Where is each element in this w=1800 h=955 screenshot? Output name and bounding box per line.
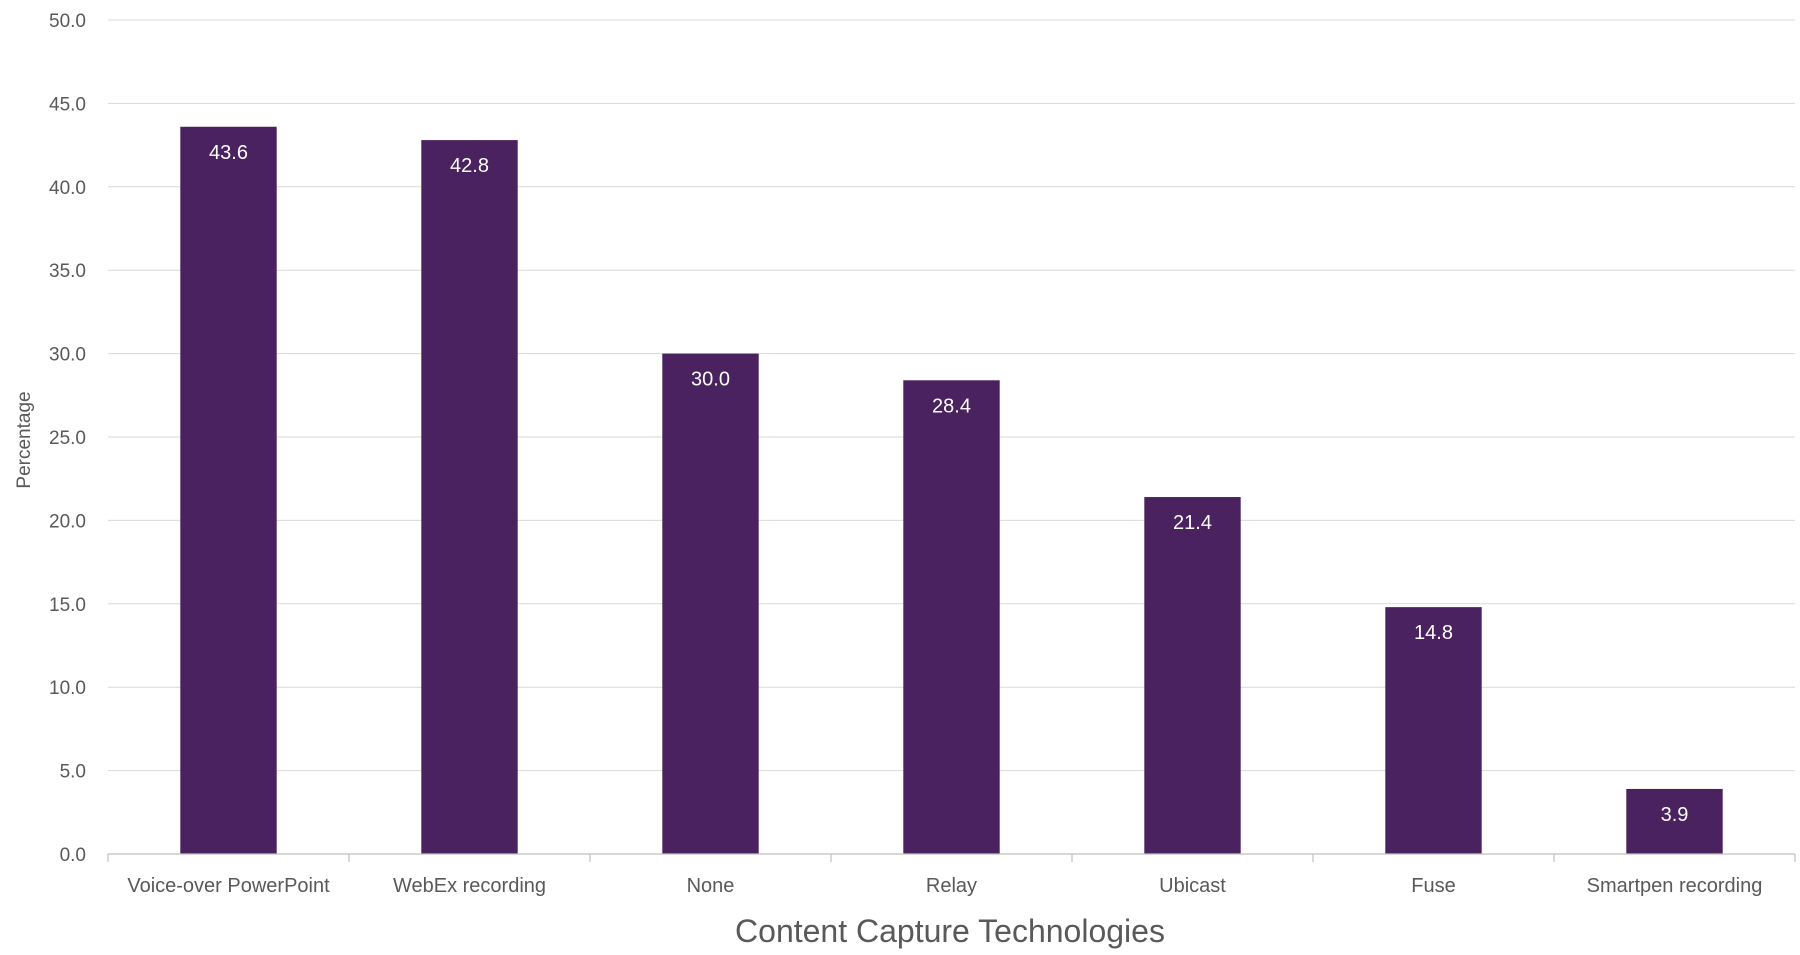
bars bbox=[180, 126, 1723, 854]
y-tick-label: 35.0 bbox=[49, 261, 86, 282]
bar-value-label: 14.8 bbox=[1414, 622, 1453, 644]
bar bbox=[662, 353, 759, 854]
bar-value-label: 21.4 bbox=[1173, 512, 1212, 534]
x-tick-label: Fuse bbox=[1411, 875, 1455, 897]
y-tick-label: 20.0 bbox=[49, 511, 86, 532]
y-tick-label: 25.0 bbox=[49, 428, 86, 449]
y-axis-title: Percentage bbox=[14, 391, 35, 488]
x-tick-label: Smartpen recording bbox=[1587, 875, 1763, 897]
x-tick-label: Voice-over PowerPoint bbox=[127, 875, 330, 897]
y-tick-label: 50.0 bbox=[49, 11, 86, 32]
bar-value-label: 30.0 bbox=[691, 369, 730, 391]
x-tick-label: Ubicast bbox=[1159, 875, 1226, 897]
bar bbox=[1385, 607, 1482, 854]
bar bbox=[903, 380, 1000, 854]
x-axis-title: Content Capture Technologies bbox=[735, 913, 1165, 949]
bar bbox=[421, 140, 518, 854]
y-tick-label: 5.0 bbox=[60, 762, 86, 783]
bar-value-label: 42.8 bbox=[450, 155, 489, 177]
bar bbox=[1626, 788, 1723, 854]
y-tick-label: 40.0 bbox=[49, 178, 86, 199]
axes bbox=[107, 853, 1796, 862]
x-tick-label: Relay bbox=[926, 875, 977, 897]
y-tick-label: 0.0 bbox=[60, 845, 86, 866]
bar-value-label: 3.9 bbox=[1661, 804, 1689, 826]
y-tick-label: 10.0 bbox=[49, 678, 86, 699]
labels: 0.0 5.0 10.0 15.0 20.0 25.0 30.0 35.0 40.0 45.0 50… bbox=[49, 11, 1762, 897]
y-tick-label: 15.0 bbox=[49, 595, 86, 616]
bar-value-label: 43.6 bbox=[209, 142, 248, 164]
bar bbox=[1144, 497, 1241, 854]
x-tick-label: WebEx recording bbox=[393, 875, 546, 897]
bar bbox=[180, 126, 277, 854]
x-tick-label: None bbox=[687, 875, 735, 897]
y-tick-label: 30.0 bbox=[49, 345, 86, 366]
y-tick-label: 45.0 bbox=[49, 94, 86, 115]
bar-value-label: 28.4 bbox=[932, 395, 971, 417]
